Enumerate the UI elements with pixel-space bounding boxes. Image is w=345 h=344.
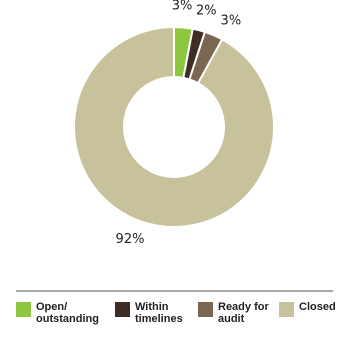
donut-slices <box>73 25 275 228</box>
legend-label-ready-for-audit: Ready for audit <box>218 301 269 325</box>
value-label-ready-for-audit: 3% <box>221 14 242 29</box>
legend-swatch-closed <box>279 302 294 317</box>
legend-item-closed: Closed <box>279 301 336 317</box>
slice-value-labels: 3% 2%3%92% <box>116 0 242 247</box>
legend-item-open-outstanding: Open/outstanding <box>16 301 99 325</box>
value-label-within-timelines: 2% <box>196 4 217 19</box>
legend-item-ready-for-audit: Ready for audit <box>198 301 269 325</box>
value-label-closed: 92% <box>116 232 145 247</box>
legend-divider <box>16 290 333 292</box>
donut-chart: 3% 2%3%92% <box>73 0 275 247</box>
legend-label-closed: Closed <box>299 301 336 313</box>
value-label-open-outstanding: 3% <box>172 0 193 14</box>
legend-swatch-within-timelines <box>115 302 130 317</box>
slice-closed <box>73 25 275 228</box>
legend-swatch-open-outstanding <box>16 302 31 317</box>
legend-label-open-outstanding: Open/outstanding <box>36 301 99 325</box>
legend-label-within-timelines: Within timelines <box>135 301 183 325</box>
legend-swatch-ready-for-audit <box>198 302 213 317</box>
legend-item-within-timelines: Within timelines <box>115 301 183 325</box>
